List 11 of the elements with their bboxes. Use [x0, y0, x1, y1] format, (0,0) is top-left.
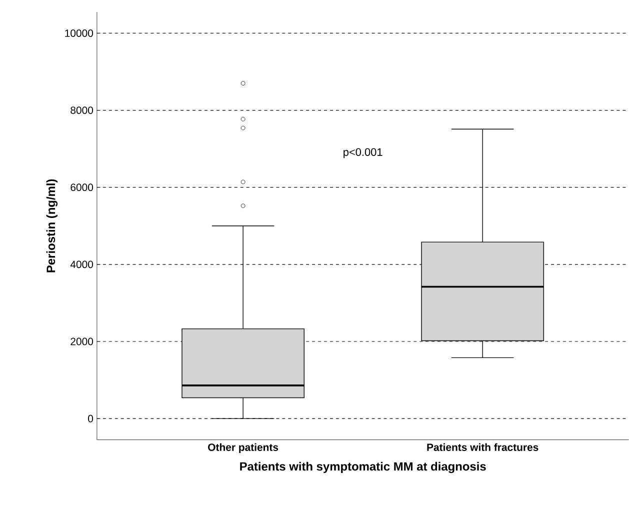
y-tick-label: 2000	[70, 338, 94, 346]
y-tick-label: 4000	[70, 260, 94, 268]
y-axis-title: Periostin (ng/ml)	[46, 179, 58, 272]
x-tick-label: Patients with fractures	[427, 443, 538, 452]
x-tick-label: Other patients	[208, 443, 278, 454]
x-axis-title: Patients with symptomatic MM at diagnosis	[240, 462, 486, 474]
y-tick-label: 8000	[70, 106, 94, 114]
y-tick-label: 6000	[70, 184, 94, 192]
y-tick-label: 0	[88, 415, 94, 422]
annotation: p<0.001	[344, 148, 382, 158]
y-tick-label: 10000	[65, 30, 94, 38]
